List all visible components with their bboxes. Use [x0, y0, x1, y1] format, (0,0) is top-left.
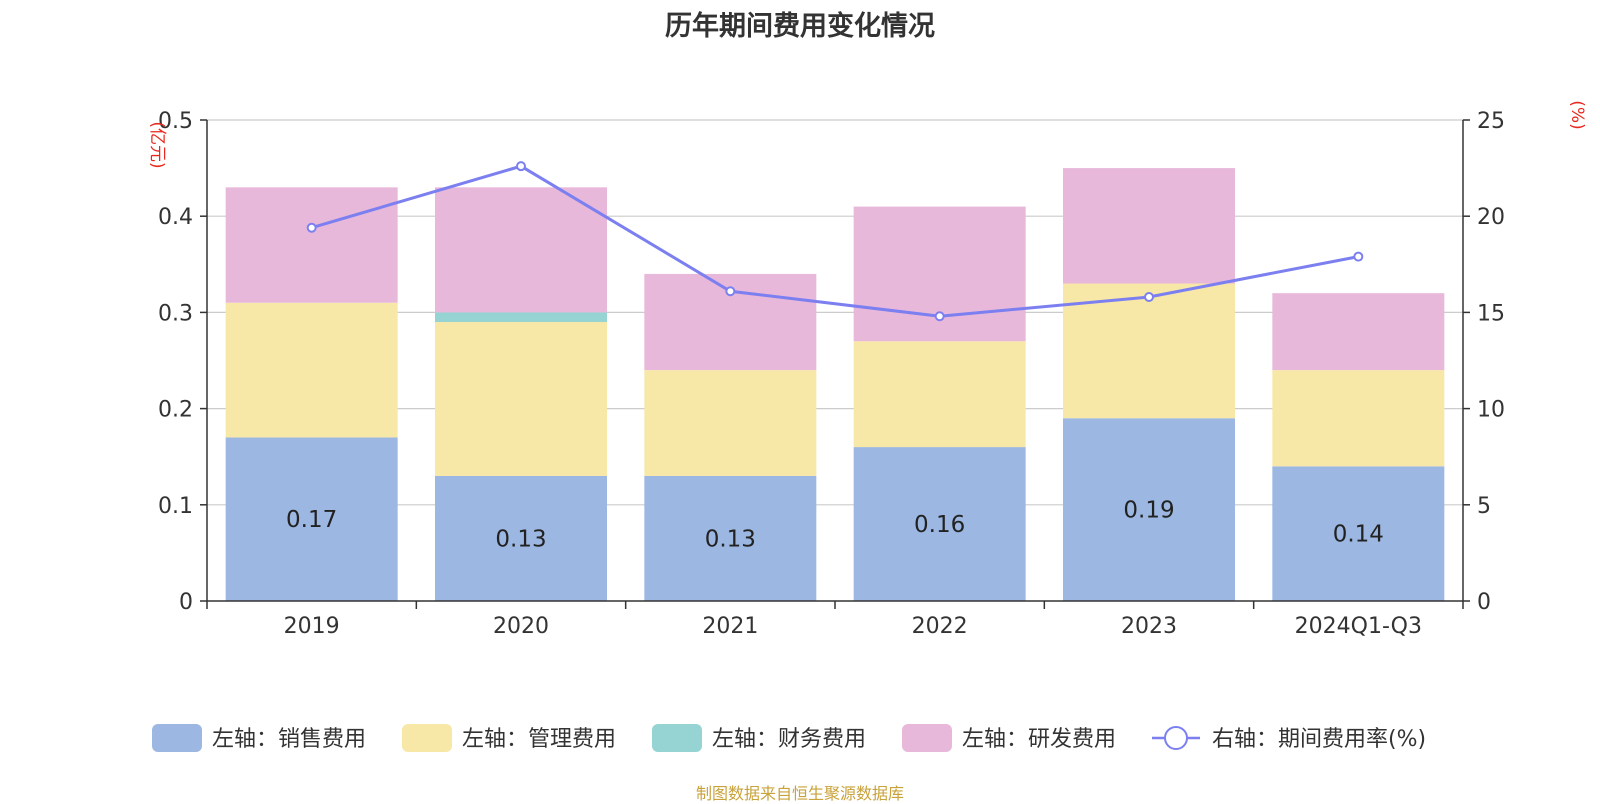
bar-segment-0 [435, 475, 607, 601]
x-axis-tick-label: 2020 [493, 614, 549, 639]
rate-line [306, 161, 1364, 322]
bar-segment-1 [1272, 370, 1445, 467]
legend-label: 左轴：研发费用 [962, 727, 1116, 752]
bar-segment-0 [1063, 418, 1235, 601]
legend-item-0[interactable]: 左轴：销售费用 [152, 724, 366, 752]
rate-point [1144, 292, 1154, 303]
right-axis-unit: (%) [1567, 100, 1587, 129]
legend-label: 右轴：期间费用率(%) [1212, 727, 1426, 752]
data-source-note: 制图数据来自恒生聚源数据库 [695, 784, 904, 803]
rate-point [725, 286, 736, 297]
x-axis-tick-label: 2019 [284, 614, 340, 639]
right-axis-tick-label: 25 [1477, 109, 1505, 134]
axes: 0 0 0.1 5 0.2 10 0.3 15 0.4 20 0.5 25 2019 2020 2021 20… [158, 109, 1505, 639]
bar-segment-2 [435, 312, 607, 323]
bar-data-label: 0.14 [1333, 522, 1384, 548]
right-axis-tick-label: 15 [1477, 301, 1505, 326]
legend-item-2[interactable]: 左轴：财务费用 [652, 724, 866, 752]
legend-label: 左轴：管理费用 [462, 727, 616, 752]
right-axis-tick-label: 5 [1477, 494, 1491, 519]
x-axis-tick-label: 2022 [912, 614, 968, 639]
rate-point [934, 311, 945, 322]
bar-segment-1 [644, 370, 817, 476]
rate-line-path [311, 164, 1359, 318]
bar-segment-1 [225, 302, 398, 438]
left-axis-tick-label: 0.5 [158, 109, 193, 134]
bar-segment-3 [435, 187, 607, 313]
right-axis-tick-label: 0 [1477, 590, 1491, 615]
chart-title: 历年期间费用变化情况 [665, 11, 935, 42]
left-axis-tick-label: 0 [179, 590, 193, 615]
right-axis-tick-label: 20 [1477, 205, 1505, 230]
legend-label: 左轴：销售费用 [212, 727, 366, 752]
grid-lines [207, 119, 1463, 506]
bar-segment-1 [853, 341, 1026, 448]
right-axis-tick-label: 10 [1477, 398, 1505, 423]
legend-label: 左轴：财务费用 [712, 727, 866, 752]
left-axis-tick-label: 0.3 [158, 301, 193, 326]
bar-data-label: 0.16 [914, 512, 965, 538]
legend-swatch [902, 724, 952, 752]
legend-circle-swatch [1164, 726, 1188, 750]
bar-segment-0 [853, 447, 1026, 601]
bar-segment-1 [1063, 283, 1235, 419]
bar-segment-1 [435, 322, 607, 476]
bar-segment-3 [1272, 293, 1445, 371]
bar-segment-3 [1063, 168, 1235, 284]
legend: 左轴：销售费用 左轴：管理费用 左轴：财务费用 左轴：研发费用 右轴：期间费用率(%) [152, 724, 1426, 752]
left-axis-tick-label: 0.4 [158, 205, 193, 230]
bar-segment-3 [225, 187, 398, 303]
left-axis-tick-label: 0.1 [158, 494, 193, 519]
bar-data-label: 0.17 [286, 507, 337, 533]
data-labels: 0.17 0.13 0.13 0.16 0.19 0.14 [286, 498, 1384, 553]
x-axis-tick-label: 2024Q1-Q3 [1295, 614, 1422, 639]
rate-point [1353, 251, 1364, 262]
legend-swatch [652, 724, 702, 752]
chart: 0 0 0.1 5 0.2 10 0.3 15 0.4 20 0.5 25 2019 2020 2021 20… [147, 100, 1587, 752]
bar-segment-0 [644, 475, 817, 601]
legend-swatch [152, 724, 202, 752]
legend-item-3[interactable]: 左轴：研发费用 [902, 724, 1116, 752]
bar-segment-0 [225, 437, 398, 601]
bar-data-label: 0.19 [1123, 498, 1174, 524]
legend-item-1[interactable]: 左轴：管理费用 [402, 724, 616, 752]
legend-item-4[interactable]: 右轴：期间费用率(%) [1152, 726, 1426, 752]
legend-swatch [402, 724, 452, 752]
x-axis-tick-label: 2023 [1121, 614, 1177, 639]
bar-data-label: 0.13 [705, 526, 756, 552]
x-axis-tick-label: 2021 [702, 614, 758, 639]
left-axis-unit: (亿元) [147, 121, 167, 168]
bars [225, 168, 1445, 601]
rate-point [306, 222, 317, 233]
bar-data-label: 0.13 [495, 526, 546, 552]
rate-point [516, 161, 526, 172]
left-axis-tick-label: 0.2 [158, 398, 193, 423]
bar-segment-0 [1272, 466, 1445, 601]
